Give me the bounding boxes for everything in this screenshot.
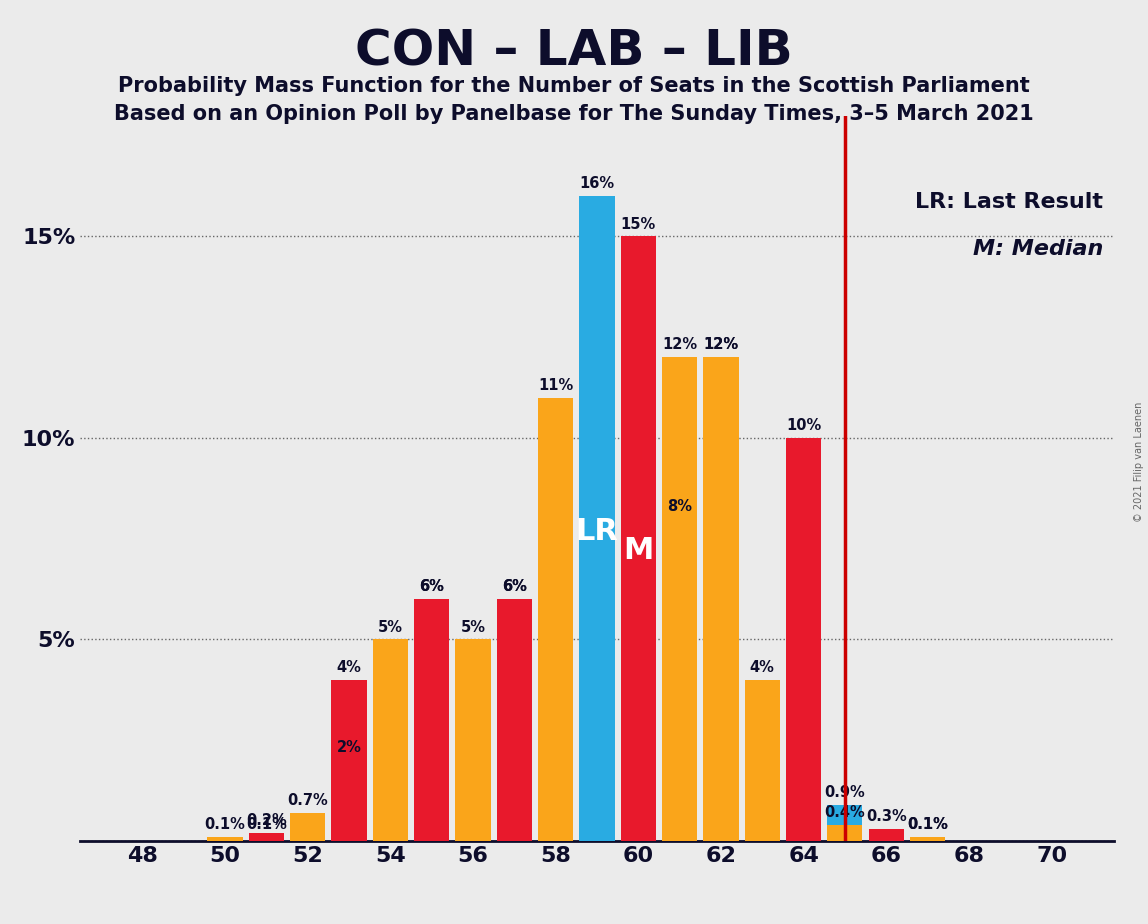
Bar xyxy=(497,599,532,841)
Text: 15%: 15% xyxy=(621,216,656,232)
Bar xyxy=(414,599,449,841)
Text: 0.2%: 0.2% xyxy=(246,813,287,828)
Text: 12%: 12% xyxy=(704,337,738,352)
Text: 4%: 4% xyxy=(750,660,775,675)
Text: 16%: 16% xyxy=(580,176,614,191)
Bar xyxy=(745,680,779,841)
Text: 10%: 10% xyxy=(786,418,821,433)
Bar xyxy=(332,680,366,841)
Text: 0.9%: 0.9% xyxy=(824,784,866,800)
Text: 2%: 2% xyxy=(336,740,362,756)
Bar xyxy=(662,358,697,841)
Text: M: M xyxy=(623,536,653,565)
Text: 4%: 4% xyxy=(336,660,362,675)
Text: Based on an Opinion Poll by Panelbase for The Sunday Times, 3–5 March 2021: Based on an Opinion Poll by Panelbase fo… xyxy=(114,104,1034,125)
Bar xyxy=(497,599,532,841)
Text: 0.7%: 0.7% xyxy=(287,793,328,808)
Text: 8%: 8% xyxy=(667,499,692,514)
Text: © 2021 Filip van Laenen: © 2021 Filip van Laenen xyxy=(1134,402,1143,522)
Bar xyxy=(910,837,945,841)
Bar xyxy=(869,829,903,841)
Text: 12%: 12% xyxy=(704,337,738,352)
Bar xyxy=(704,358,738,841)
Text: 6%: 6% xyxy=(502,579,527,594)
Text: 6%: 6% xyxy=(419,579,444,594)
Text: LR: Last Result: LR: Last Result xyxy=(915,191,1103,212)
Text: 0.3%: 0.3% xyxy=(866,808,907,824)
Text: 5%: 5% xyxy=(460,619,486,635)
Bar xyxy=(249,837,284,841)
Text: 0.4%: 0.4% xyxy=(824,805,866,820)
Bar xyxy=(538,397,573,841)
Text: 6%: 6% xyxy=(419,579,444,594)
Bar xyxy=(704,358,738,841)
Bar xyxy=(910,837,945,841)
Bar xyxy=(621,237,656,841)
Bar xyxy=(580,196,614,841)
Text: 0.1%: 0.1% xyxy=(907,817,948,832)
Bar xyxy=(332,760,366,841)
Text: 12%: 12% xyxy=(662,337,697,352)
Text: 0.1%: 0.1% xyxy=(907,817,948,832)
Text: Probability Mass Function for the Number of Seats in the Scottish Parliament: Probability Mass Function for the Number… xyxy=(118,76,1030,96)
Text: CON – LAB – LIB: CON – LAB – LIB xyxy=(355,28,793,76)
Text: 6%: 6% xyxy=(502,579,527,594)
Bar xyxy=(828,825,862,841)
Bar xyxy=(208,837,242,841)
Text: 0.1%: 0.1% xyxy=(246,817,287,832)
Text: LR: LR xyxy=(575,517,619,546)
Text: 11%: 11% xyxy=(538,378,573,393)
Text: M: Median: M: Median xyxy=(972,238,1103,259)
Bar xyxy=(662,518,697,841)
Bar xyxy=(414,599,449,841)
Bar xyxy=(456,639,490,841)
Bar xyxy=(249,833,284,841)
Text: 0.1%: 0.1% xyxy=(204,817,246,832)
Bar xyxy=(373,639,408,841)
Bar xyxy=(290,812,325,841)
Text: 5%: 5% xyxy=(378,619,403,635)
Bar xyxy=(828,805,862,841)
Bar xyxy=(786,438,821,841)
